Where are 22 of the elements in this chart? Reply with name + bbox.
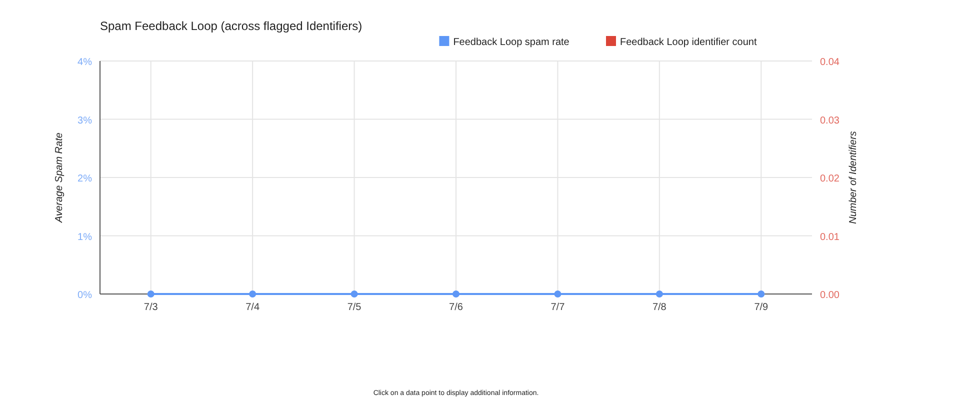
y-axis-title: Average Spam Rate [54,132,65,224]
y2-tick-label: 0.03 [820,115,840,126]
y2-axis-title: Number of Identifiers [848,131,859,224]
y-tick-label: 0% [78,290,92,301]
x-tick-label: 7/6 [449,302,464,313]
y-tick-label: 2% [78,174,92,184]
y-tick-label: 1% [78,232,92,243]
x-tick-label: 7/5 [347,302,362,313]
x-tick-label: 7/7 [550,302,566,313]
y-tick-label: 3% [78,115,92,126]
legend-label: Feedback Loop spam rate [453,37,570,48]
x-tick-label: 7/9 [754,302,769,313]
y-tick-label: 4% [78,57,92,68]
x-tick-label: 7/4 [246,302,260,313]
y2-tick-label: 0.01 [820,232,840,243]
x-tick-label: 7/8 [652,302,667,313]
y2-tick-label: 0.04 [820,57,840,68]
legend-label: Feedback Loop identifier count [620,37,757,48]
y2-tick-label: 0.00 [820,290,840,301]
x-tick-label: 7/3 [144,302,158,313]
y2-tick-label: 0.02 [820,174,840,184]
chart-title: Spam Feedback Loop (across flagged Identifiers) [100,19,362,33]
